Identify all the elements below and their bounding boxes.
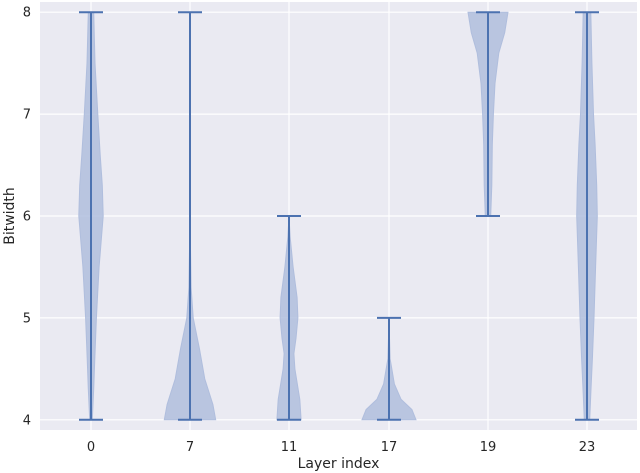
violin-11 bbox=[276, 215, 302, 421]
x-tick-label: 0 bbox=[87, 440, 95, 455]
violin-7 bbox=[163, 11, 217, 421]
violins bbox=[78, 11, 599, 421]
violin-0 bbox=[78, 11, 104, 421]
x-tick-label: 23 bbox=[579, 440, 596, 455]
violin-17 bbox=[361, 316, 417, 421]
x-tick-label: 17 bbox=[381, 440, 398, 455]
y-tick-label: 7 bbox=[23, 108, 31, 123]
x-tick-label: 11 bbox=[281, 440, 298, 455]
x-tick-label: 7 bbox=[186, 440, 194, 455]
y-tick-label: 5 bbox=[23, 311, 31, 326]
y-tick-labels: 4 5 6 7 8 bbox=[23, 6, 31, 429]
y-tick-label: 6 bbox=[23, 210, 31, 225]
violin-23 bbox=[575, 11, 599, 421]
y-axis-label: Bitwidth bbox=[2, 187, 18, 245]
violin-19 bbox=[467, 11, 509, 217]
x-tick-labels: 0 7 11 17 19 23 bbox=[87, 440, 595, 455]
x-tick-label: 19 bbox=[480, 440, 497, 455]
y-tick-label: 8 bbox=[23, 6, 31, 21]
y-tick-label: 4 bbox=[23, 413, 31, 428]
x-axis-label: Layer index bbox=[298, 456, 380, 472]
